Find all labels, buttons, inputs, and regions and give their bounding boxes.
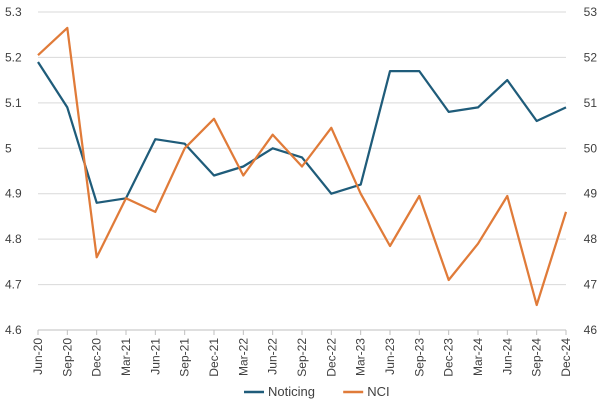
x-tick-label: Mar-24 <box>471 338 485 376</box>
left-tick-label: 5.3 <box>5 5 22 19</box>
legend: Noticing NCI <box>244 384 390 399</box>
left-tick-label: 4.9 <box>5 187 22 201</box>
x-tick-label: Mar-22 <box>236 338 250 376</box>
legend-label-nci: NCI <box>367 384 389 399</box>
gridlines <box>38 11 566 331</box>
x-axis-ticks: Jun-20 Sep-20 Dec-20 Mar-21 Jun-21 Sep-21 Dec-… <box>31 329 573 377</box>
left-tick-label: 5.2 <box>5 50 22 64</box>
series-lines <box>37 26 568 307</box>
left-tick-label: 4.7 <box>5 278 22 292</box>
left-tick-label: 5 <box>5 141 12 155</box>
x-tick-label: Jun-24 <box>500 338 514 375</box>
right-tick-label: 52 <box>584 50 598 64</box>
series-line-nci <box>37 26 568 307</box>
right-tick-label: 47 <box>584 278 598 292</box>
right-tick-label: 48 <box>584 232 598 246</box>
x-tick-label: Dec-22 <box>324 338 338 377</box>
x-tick-label: Jun-20 <box>31 338 45 375</box>
x-tick-label: Sep-20 <box>60 338 74 377</box>
right-axis-ticks: 46 47 48 49 50 51 52 53 <box>584 5 598 337</box>
legend-label-noticing: Noticing <box>268 384 315 399</box>
x-tick-label: Jun-22 <box>266 338 280 375</box>
left-tick-label: 4.6 <box>5 323 22 337</box>
right-tick-label: 51 <box>584 96 598 110</box>
left-tick-label: 5.1 <box>5 96 22 110</box>
x-tick-label: Dec-21 <box>207 338 221 377</box>
x-tick-label: Sep-22 <box>295 338 309 377</box>
left-tick-label: 4.8 <box>5 232 22 246</box>
x-tick-label: Dec-20 <box>90 338 104 377</box>
x-tick-label: Dec-24 <box>559 338 573 377</box>
left-axis-ticks: 4.6 4.7 4.8 4.9 5 5.1 5.2 5.3 <box>5 5 22 337</box>
x-tick-label: Mar-23 <box>354 338 368 376</box>
right-tick-label: 50 <box>584 141 598 155</box>
right-tick-label: 49 <box>584 187 598 201</box>
x-tick-label: Sep-24 <box>530 338 544 377</box>
series-line-noticing <box>37 61 567 204</box>
right-tick-label: 46 <box>584 323 598 337</box>
x-tick-label: Sep-21 <box>178 338 192 377</box>
x-tick-label: Jun-23 <box>383 338 397 375</box>
x-tick-label: Jun-21 <box>148 338 162 375</box>
right-tick-label: 53 <box>584 5 598 19</box>
x-tick-label: Mar-21 <box>119 338 133 376</box>
x-tick-label: Sep-23 <box>412 338 426 377</box>
x-tick-label: Dec-23 <box>442 338 456 377</box>
